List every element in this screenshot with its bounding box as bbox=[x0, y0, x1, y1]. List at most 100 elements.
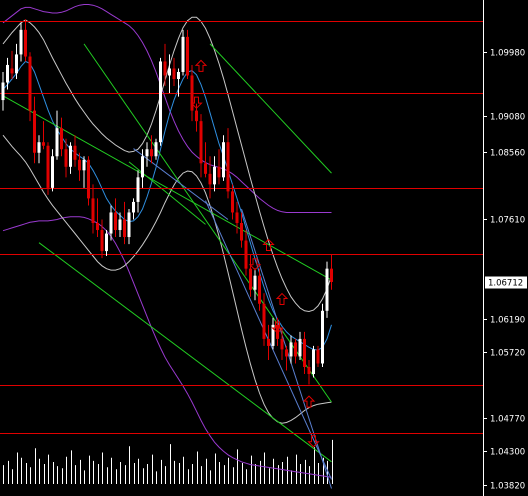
candle-body bbox=[231, 191, 234, 213]
arrow-down-icon bbox=[271, 321, 284, 334]
candle-body bbox=[307, 366, 311, 375]
candle-body bbox=[114, 212, 117, 231]
candle-body bbox=[55, 128, 59, 157]
candle-body bbox=[280, 338, 284, 350]
candle-body bbox=[91, 198, 95, 223]
candle-body bbox=[235, 212, 239, 223]
candle-body bbox=[325, 268, 329, 311]
channel-line bbox=[133, 148, 229, 220]
candle-body bbox=[222, 142, 225, 178]
candle-body bbox=[28, 56, 32, 111]
axis-tick-label: 1.03820 bbox=[490, 482, 525, 492]
candle-body bbox=[33, 110, 36, 153]
candle-body bbox=[154, 142, 158, 157]
candle-body bbox=[298, 338, 302, 357]
candle-body bbox=[172, 68, 176, 80]
price-axis-panel bbox=[484, 0, 528, 496]
candle-body bbox=[60, 128, 63, 150]
candle-body bbox=[69, 145, 72, 167]
candle-body bbox=[100, 230, 104, 252]
current-price-box bbox=[485, 276, 527, 289]
candle-body bbox=[177, 71, 180, 80]
candle-body bbox=[42, 142, 45, 146]
candle-body bbox=[190, 75, 194, 111]
candle-body bbox=[82, 159, 86, 171]
candle-body bbox=[258, 275, 261, 304]
candle-body bbox=[78, 159, 81, 171]
envelope-upper-line bbox=[2, 4, 332, 213]
candlesticks bbox=[1, 19, 333, 385]
candle-body bbox=[262, 303, 266, 339]
candle-body bbox=[132, 201, 135, 213]
candle-body bbox=[118, 219, 122, 231]
arrow-down-icon bbox=[307, 435, 320, 448]
candle-body bbox=[285, 349, 288, 357]
candle-body bbox=[186, 36, 189, 76]
candle-body bbox=[87, 159, 90, 199]
arrow-up-icon bbox=[275, 292, 289, 306]
candle-body bbox=[321, 310, 324, 364]
candle-body bbox=[303, 338, 306, 367]
signal-arrows bbox=[190, 59, 320, 448]
arrow-up-icon bbox=[302, 395, 316, 408]
candle-body bbox=[208, 173, 212, 185]
candle-body bbox=[123, 219, 126, 238]
arrow-down-icon bbox=[248, 258, 262, 271]
candle-body bbox=[19, 29, 23, 55]
channel-line bbox=[209, 43, 332, 174]
candle-body bbox=[271, 324, 275, 346]
candle-body bbox=[240, 222, 243, 241]
candle-body bbox=[330, 268, 333, 283]
axis-tick-label: 1.06190 bbox=[490, 316, 525, 326]
candle-body bbox=[316, 349, 320, 364]
candle-body bbox=[37, 142, 41, 153]
candle-body bbox=[253, 275, 257, 290]
axis-tick-label: 1.08560 bbox=[490, 149, 525, 159]
axis-tick-label: 1.09980 bbox=[490, 49, 525, 59]
candle-body bbox=[195, 110, 198, 122]
channel-line bbox=[38, 242, 332, 463]
candle-body bbox=[1, 82, 5, 101]
candle-body bbox=[226, 142, 230, 192]
candle-body bbox=[181, 36, 185, 72]
candle-body bbox=[6, 64, 9, 83]
current-price-label: 1.06712 bbox=[488, 279, 523, 289]
candle-body bbox=[294, 342, 297, 357]
candle-body bbox=[46, 145, 50, 188]
candle-body bbox=[150, 149, 153, 157]
axis-tick-label: 1.05720 bbox=[490, 349, 525, 359]
candle-body bbox=[312, 349, 315, 375]
axis-tick-label: 1.09080 bbox=[490, 113, 525, 123]
candle-body bbox=[10, 68, 14, 74]
channel-line bbox=[2, 95, 332, 281]
arrow-up-icon bbox=[262, 238, 275, 251]
candle-body bbox=[168, 68, 171, 76]
candle-body bbox=[204, 163, 207, 174]
candle-body bbox=[276, 324, 279, 339]
candle-body bbox=[217, 166, 221, 178]
candle-body bbox=[51, 156, 54, 188]
axis-tick-label: 1.04770 bbox=[490, 415, 525, 425]
candle-body bbox=[267, 338, 270, 346]
axis-tick-label: 1.04300 bbox=[490, 448, 525, 458]
candle-body bbox=[244, 240, 248, 269]
candle-body bbox=[64, 149, 68, 167]
candle-body bbox=[289, 342, 293, 357]
envelope-lower-line bbox=[2, 216, 332, 478]
price-axis: 1.09980 1.09080 1.08560 1.07610 1.06190 1.057… bbox=[484, 49, 527, 492]
candle-body bbox=[199, 121, 203, 164]
candle-body bbox=[105, 233, 108, 252]
candle-body bbox=[136, 177, 140, 202]
volume-histogram bbox=[3, 439, 333, 484]
arrow-down-icon bbox=[190, 96, 203, 109]
candle-body bbox=[73, 145, 77, 160]
candle-body bbox=[24, 29, 27, 57]
arrow-up-icon bbox=[194, 59, 208, 72]
candle-body bbox=[15, 54, 18, 74]
candle-body bbox=[96, 222, 99, 231]
candle-body bbox=[127, 212, 131, 238]
candle-body bbox=[249, 268, 252, 290]
bollinger-upper-line bbox=[2, 16, 332, 313]
